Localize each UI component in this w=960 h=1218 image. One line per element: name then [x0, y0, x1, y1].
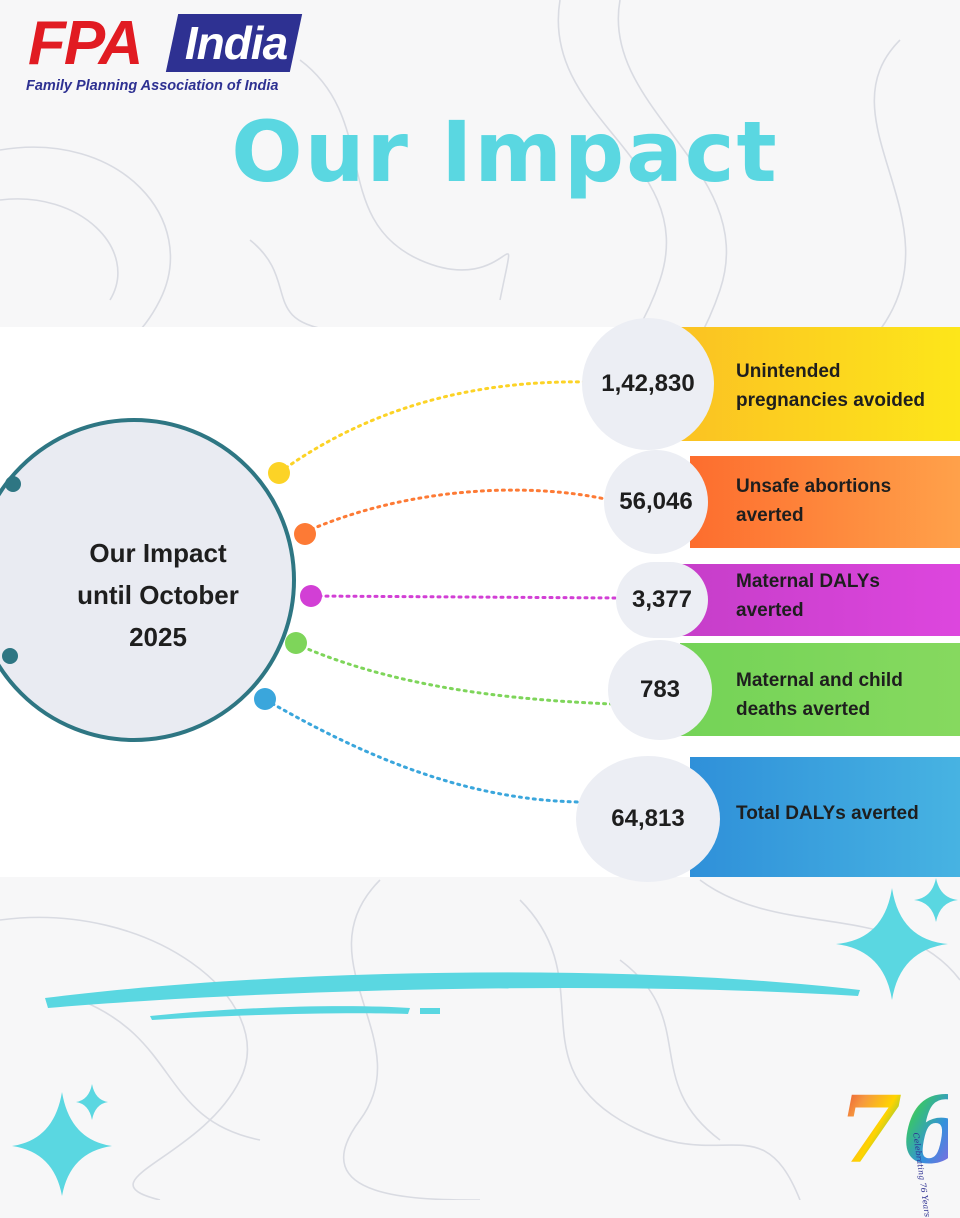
stat-label-4-line2: deaths averted [736, 699, 871, 720]
stat-label-3-line1: Maternal DALYs [736, 571, 880, 592]
stat-label-2: Unsafe abortions averted [736, 472, 891, 530]
stat-band-4 [680, 643, 960, 736]
stat-dot-4 [285, 632, 307, 654]
stat-value-4: 783 [608, 640, 712, 740]
stat-value-3: 3,377 [616, 562, 708, 638]
hub-knob-top [5, 476, 21, 492]
hub-label-line1: Our Impact [89, 538, 227, 568]
logo-brand: FPA [28, 9, 143, 78]
sparkle-icon [12, 1092, 112, 1196]
badge-number: 76 [838, 1076, 960, 1184]
sparkle-icon [836, 888, 948, 1000]
stat-band-2 [690, 456, 960, 548]
page-title: Our Impact [231, 103, 779, 201]
hub-label: Our Impact until October 2025 [38, 532, 278, 658]
brush-stroke-2 [150, 1006, 410, 1020]
stat-dot-1 [268, 462, 290, 484]
hub-label-line2: until October [77, 580, 239, 610]
connector-3 [310, 594, 622, 600]
stat-label-1-line2: pregnancies avoided [736, 390, 926, 411]
stat-label-2-line1: Unsafe abortions [736, 476, 892, 497]
stat-value-2: 56,046 [604, 450, 708, 554]
stat-label-5: Total DALYs averted [736, 799, 919, 828]
connector-5 [264, 698, 582, 804]
brush-stroke-1 [45, 972, 860, 1008]
stat-label-3: Maternal DALYs averted [736, 567, 880, 625]
connector-1 [278, 380, 592, 474]
anniversary-badge: 76 Celebrating 76 Years [838, 1076, 960, 1218]
stat-label-5-line1: Total DALYs averted [736, 803, 919, 824]
stat-label-2-line2: averted [736, 505, 804, 526]
logo-country: India [184, 17, 288, 69]
stat-label-4-line1: Maternal and child [736, 670, 903, 691]
fpa-india-logo: FPA India Family Planning Association of… [22, 9, 303, 96]
connector-4 [294, 642, 614, 706]
stat-label-1-line1: Unintended [736, 361, 841, 382]
stat-dot-5 [254, 688, 276, 710]
impact-hub-circle [0, 418, 296, 742]
stat-label-4: Maternal and child deaths averted [736, 666, 903, 724]
stat-dot-3 [300, 585, 322, 607]
brush-stroke-3 [420, 1008, 440, 1014]
stat-label-3-line2: averted [736, 600, 804, 621]
stat-value-1: 1,42,830 [582, 318, 714, 450]
connector-2 [303, 488, 612, 534]
stat-band-1 [680, 327, 960, 441]
sparkle-icon [914, 878, 958, 922]
sparkle-icon [76, 1084, 108, 1120]
stat-dot-2 [294, 523, 316, 545]
stat-value-5: 64,813 [576, 756, 720, 882]
logo-tagline: Family Planning Association of India [26, 78, 279, 94]
stat-band-3 [680, 564, 960, 636]
hub-label-line3: 2025 [129, 622, 187, 652]
stat-band-5 [690, 757, 960, 877]
hub-knob-bottom [2, 648, 18, 664]
stat-label-1: Unintended pregnancies avoided [736, 357, 925, 415]
